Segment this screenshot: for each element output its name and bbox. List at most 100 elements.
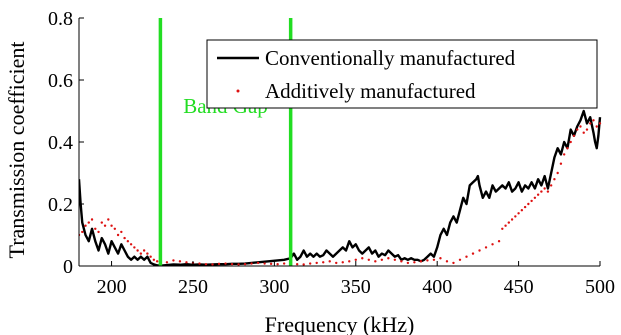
data-point [426,259,429,262]
data-point [380,258,384,261]
x-axis: 200 250 300 350 400 450 500 [79,261,615,298]
data-point [400,260,403,263]
y-axis: 0 0.2 0.4 0.6 0.8 [48,8,84,278]
data-point [471,252,475,255]
legend-label: Conventionally manufactured [265,46,516,70]
legend-swatch [236,89,240,93]
data-point [308,262,312,265]
data-point [269,262,273,266]
y-tick-label: 0.8 [48,8,73,30]
x-tick-label: 350 [341,276,371,298]
data-point [543,187,546,190]
x-axis-label: Frequency (kHz) [265,312,415,335]
data-point [361,257,364,260]
data-point [129,243,133,246]
y-tick-label: 0.6 [48,70,73,92]
data-point [97,230,100,234]
data-point [478,249,481,252]
data-point [250,262,253,265]
data-point [387,257,390,260]
data-point [549,184,553,187]
data-point [497,240,501,243]
data-point [237,263,240,266]
x-tick-label: 300 [259,276,289,298]
data-point [120,230,123,234]
data-point [432,258,436,261]
data-point [315,261,318,265]
data-point [540,190,543,193]
data-point [533,196,537,199]
x-tick-label: 200 [97,276,127,298]
data-point [406,261,410,265]
data-point [110,224,113,227]
x-tick-label: 250 [178,276,208,298]
data-point [546,190,550,193]
data-point [94,227,97,230]
data-point [595,125,598,128]
data-point [491,243,494,246]
data-point [90,218,94,221]
x-tick-label: 500 [585,276,615,298]
data-point [100,221,103,224]
data-point [598,122,602,125]
data-point [458,258,462,261]
data-point [393,258,397,261]
data-point [185,261,188,264]
data-point [520,209,524,212]
data-point [566,147,569,150]
data-point [569,140,572,144]
legend-box [206,39,598,109]
data-point [507,221,511,224]
data-point [302,263,305,266]
data-point [295,262,299,266]
data-point [116,233,120,237]
data-point [536,193,540,196]
data-point [413,261,416,264]
data-point [165,261,169,264]
x-tick-label: 450 [504,276,534,298]
series-line [79,109,602,266]
data-point [230,262,234,266]
data-point [276,262,279,266]
data-point [282,262,286,265]
data-point [582,131,585,134]
data-point [579,125,582,128]
y-tick-label: 0.2 [48,194,73,216]
data-point [198,262,201,265]
data-point [354,258,357,261]
data-point [152,258,156,261]
legend-label: Additively manufactured [265,79,476,103]
data-point [517,212,520,215]
x-tick-label: 400 [422,276,452,298]
data-point [510,218,514,221]
data-point [439,257,442,260]
data-point [559,162,563,165]
data-point [530,199,533,203]
data-point [335,261,338,265]
data-point [501,227,504,230]
data-point [113,227,117,230]
data-point [553,178,556,181]
data-point [504,224,507,227]
data-point [341,261,344,264]
data-point [149,255,152,258]
data-point [445,260,449,263]
data-point [419,260,423,263]
data-point [217,262,221,266]
data-point [562,153,566,156]
y-axis-label: Transmission coefficient [4,42,29,259]
data-point [572,134,576,137]
series-2 [79,119,602,266]
legend: Conventionally manufactured Additively ma… [206,39,598,109]
data-point [374,260,377,263]
data-point [527,202,530,206]
data-point [136,249,139,252]
data-point [589,122,592,125]
data-point [155,260,159,263]
data-point [146,252,149,255]
data-point [224,262,227,265]
data-point [328,260,331,263]
data-point [514,215,517,218]
data-point [107,218,110,221]
